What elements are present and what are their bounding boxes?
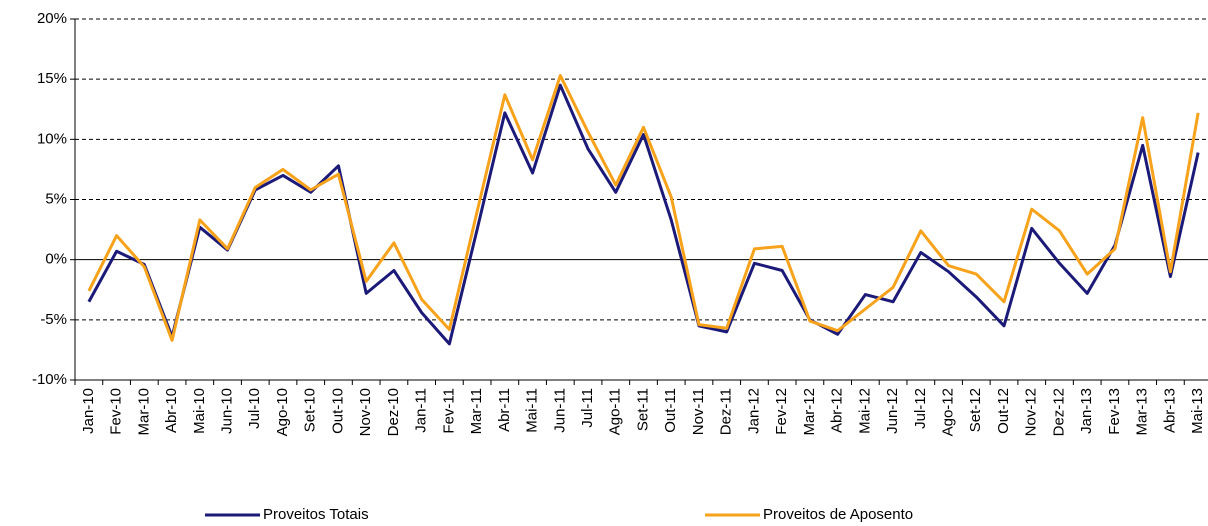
x-tick-label: Set-10	[302, 388, 319, 432]
x-tick-label: Mai-10	[191, 388, 208, 434]
x-tick-label: Mai-11	[524, 388, 541, 433]
x-tick-label: Mar-11	[468, 388, 485, 434]
x-tick-label: Mar-12	[801, 388, 818, 436]
x-tick-label: Set-11	[634, 388, 651, 431]
x-tick-label: Nov-12	[1023, 388, 1040, 436]
x-tick-label: Out-10	[329, 388, 346, 434]
series-line	[87, 83, 1200, 346]
y-tick-label: 10%	[37, 130, 67, 147]
x-tick-label: Fev-10	[108, 388, 125, 435]
x-tick-label: Set-12	[967, 388, 984, 432]
x-tick-label: Ago-12	[940, 388, 957, 436]
x-tick-label: Dez-11	[718, 388, 735, 435]
x-tick-label: Jun-10	[218, 388, 235, 434]
x-tick-label: Jan-11	[413, 388, 430, 433]
x-tick-label: Abr-13	[1161, 388, 1178, 433]
legend-label: Proveitos de Aposento	[763, 506, 913, 523]
x-tick-label: Dez-12	[1050, 388, 1067, 436]
x-tick-label: Mar-10	[135, 388, 152, 436]
x-tick-label: Abr-11	[496, 388, 513, 432]
x-tick-label: Nov-11	[690, 388, 707, 435]
x-tick-label: Jul-12	[912, 388, 929, 429]
x-tick-label: Mar-13	[1134, 388, 1151, 436]
x-tick-label: Out-11	[662, 388, 679, 433]
series-line	[87, 74, 1200, 342]
x-tick-label: Fev-11	[440, 388, 457, 434]
x-tick-label: Jun-12	[884, 388, 901, 434]
x-tick-label: Jan-12	[745, 388, 762, 434]
x-tick-label: Nov-10	[357, 388, 374, 436]
y-tick-label: 0%	[45, 251, 67, 268]
y-tick-label: 15%	[37, 70, 67, 87]
x-tick-label: Jun-11	[551, 388, 568, 433]
x-tick-label: Ago-10	[274, 388, 291, 436]
x-tick-label: Ago-11	[607, 388, 624, 435]
x-tick-label: Jul-11	[579, 388, 596, 428]
x-tick-label: Abr-12	[829, 388, 846, 433]
x-tick-label: Abr-10	[163, 388, 180, 433]
x-tick-label: Jan-13	[1078, 388, 1095, 434]
x-tick-label: Out-12	[995, 388, 1012, 434]
y-tick-label: 5%	[45, 190, 67, 207]
y-tick-label: 20%	[37, 10, 67, 27]
x-tick-label: Fev-13	[1106, 388, 1123, 435]
legend-label: Proveitos Totais	[263, 506, 369, 523]
y-tick-label: -5%	[40, 311, 67, 328]
x-tick-label: Mai-13	[1189, 388, 1206, 434]
x-tick-label: Jul-10	[246, 388, 263, 429]
x-tick-label: Fev-12	[773, 388, 790, 435]
x-tick-label: Dez-10	[385, 388, 402, 436]
x-tick-label: Jan-10	[80, 388, 97, 434]
x-tick-label: Mai-12	[856, 388, 873, 434]
y-tick-label: -10%	[32, 371, 67, 388]
